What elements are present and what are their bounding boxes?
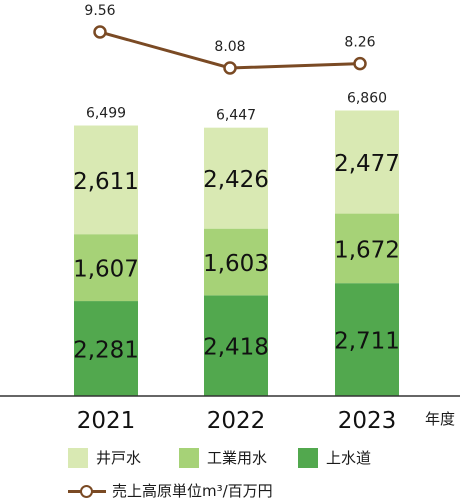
bar-well-water-2021 (74, 125, 138, 235)
bars-layer (74, 110, 399, 396)
intensity-label-2022: 8.08 (214, 39, 245, 55)
intensity-label-2021: 9.56 (84, 3, 115, 19)
bar-industrial-water-2023 (335, 213, 399, 284)
intensity-point-2021 (93, 25, 107, 39)
data-label-well-water-2023: 2,477 (334, 151, 400, 177)
x-tick-2022: 2022 (207, 408, 266, 434)
bar-tap-water-2022 (204, 295, 268, 396)
line-layer: 9.56 8.08 8.26 (84, 3, 376, 75)
bar-well-water-2023 (335, 110, 399, 214)
data-label-industrial-water-2023: 1,672 (334, 237, 400, 263)
x-tick-2023: 2023 (338, 408, 397, 434)
data-label-well-water-2022: 2,426 (203, 167, 269, 193)
intensity-label-2023: 8.26 (344, 35, 375, 51)
data-label-well-water-2021: 2,611 (73, 169, 139, 195)
intensity-point-2023 (353, 56, 367, 71)
x-axis-unit: 年度 (425, 410, 455, 428)
x-tick-2021: 2021 (77, 408, 136, 434)
total-label-2022: 6,447 (216, 108, 256, 124)
bar-tap-water-2021 (74, 301, 138, 396)
bar-industrial-water-2021 (74, 234, 138, 302)
data-label-tap-water-2021: 2,281 (73, 338, 139, 364)
x-tick-labels: 2021 2022 2023 (77, 408, 397, 434)
data-label-tap-water-2023: 2,711 (334, 329, 400, 355)
total-label-2023: 6,860 (347, 90, 387, 106)
data-label-industrial-water-2022: 1,603 (203, 251, 269, 277)
bar-tap-water-2023 (335, 283, 399, 396)
data-label-industrial-water-2021: 1,607 (73, 257, 139, 283)
value-labels-layer: 2,281 1,607 2,611 6,499 2,418 1,603 2,426 6,447… (73, 90, 400, 363)
bar-well-water-2022 (204, 127, 268, 229)
bar-industrial-water-2022 (204, 228, 268, 296)
intensity-point-2022 (223, 61, 237, 75)
total-label-2021: 6,499 (86, 106, 126, 122)
data-label-tap-water-2022: 2,418 (203, 335, 269, 361)
